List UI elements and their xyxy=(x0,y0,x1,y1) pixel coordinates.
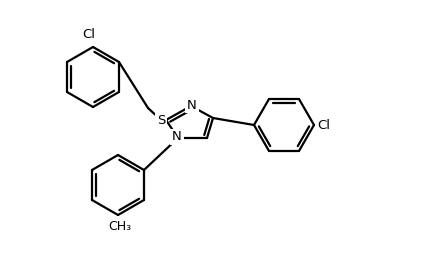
Text: Cl: Cl xyxy=(317,119,330,132)
Text: N: N xyxy=(187,99,197,112)
Text: S: S xyxy=(157,114,165,127)
Text: CH₃: CH₃ xyxy=(109,220,131,233)
Text: N: N xyxy=(172,131,182,144)
Text: Cl: Cl xyxy=(83,28,95,41)
